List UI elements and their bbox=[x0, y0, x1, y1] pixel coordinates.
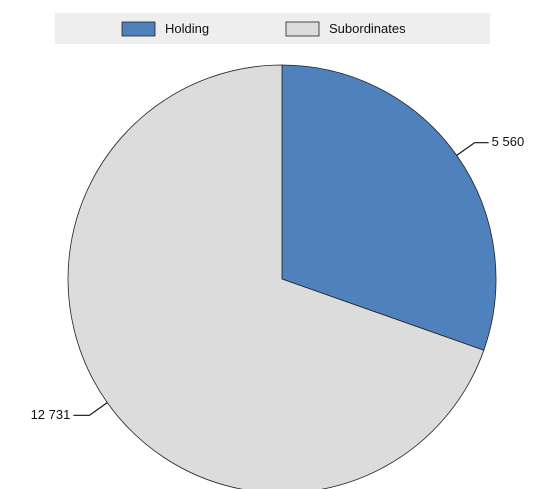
leader-line bbox=[73, 402, 108, 416]
leader-line bbox=[456, 142, 489, 156]
legend-label: Holding bbox=[165, 21, 209, 36]
pie-slice bbox=[67, 64, 485, 489]
legend-swatch bbox=[121, 21, 156, 37]
data-label: 5 560 bbox=[492, 134, 525, 149]
data-label: 12 731 bbox=[31, 407, 71, 422]
legend-background bbox=[55, 13, 490, 44]
legend-label: Subordinates bbox=[329, 21, 406, 36]
legend-swatch bbox=[285, 21, 320, 37]
pie-slice bbox=[281, 64, 497, 351]
